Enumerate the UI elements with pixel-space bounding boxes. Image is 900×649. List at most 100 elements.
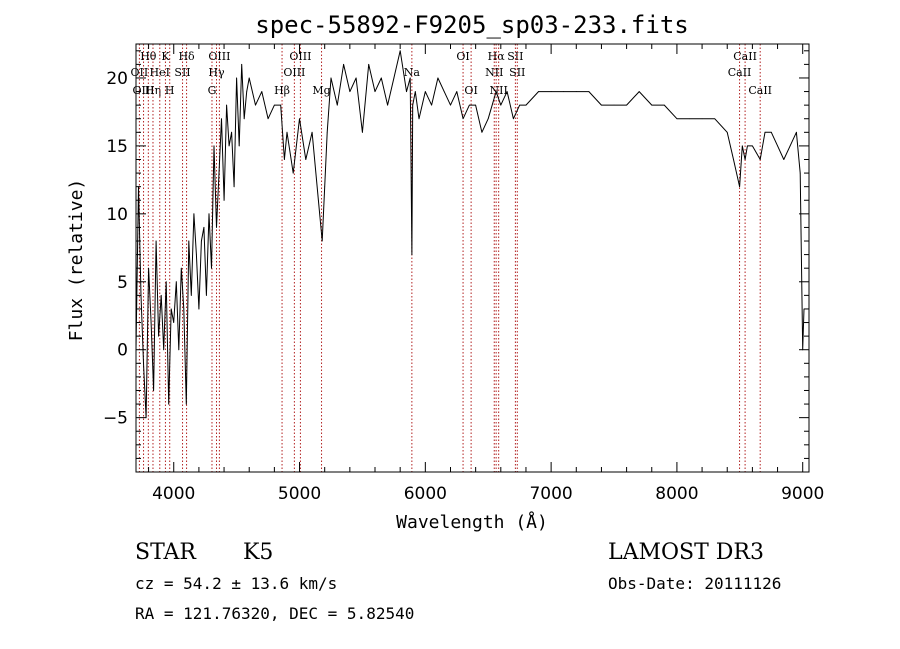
spectrum-point xyxy=(746,145,748,147)
spectrum-point xyxy=(324,186,326,188)
spectrum-point xyxy=(223,199,225,201)
x-tick-label: 7000 xyxy=(529,484,572,504)
y-axis-label: Flux (relative) xyxy=(66,179,87,342)
spectral-line-label: OI xyxy=(456,50,469,63)
y-tick-label: 15 xyxy=(106,137,128,157)
spectral-line-label: OIII xyxy=(133,84,155,97)
spectrum-point xyxy=(311,131,313,133)
spectrum-point xyxy=(726,131,728,133)
spectrum-point xyxy=(248,77,250,79)
spectrum-point xyxy=(153,390,155,391)
spectrum-point xyxy=(267,118,269,120)
spectrum-point xyxy=(588,91,590,92)
spectrum-point xyxy=(158,335,160,337)
spectrum-point xyxy=(575,91,577,92)
spectrum-point xyxy=(193,213,195,215)
spectral-line-label: SII xyxy=(509,66,525,79)
spectrum-point xyxy=(255,104,256,106)
spectrum-point xyxy=(424,91,426,92)
spectral-line-label: G xyxy=(208,84,217,97)
spectrum-point xyxy=(183,308,185,310)
spectrum-point xyxy=(701,118,703,120)
spectrum-point xyxy=(185,403,187,405)
spectrum-point xyxy=(456,91,458,92)
spectrum-point xyxy=(168,403,170,405)
y-tick-label: 10 xyxy=(106,205,128,225)
y-tick-label: 0 xyxy=(117,341,128,361)
spectrum-series xyxy=(135,50,805,419)
spectrum-point xyxy=(500,104,502,106)
spectrum-point xyxy=(443,91,445,92)
spectrum-point xyxy=(228,145,230,147)
spectrum-point xyxy=(525,104,527,106)
spectrum-point xyxy=(506,91,508,92)
spectrum-point xyxy=(512,118,514,120)
spectral-line-label: Na xyxy=(404,66,421,79)
x-tick-label: 8000 xyxy=(655,484,698,504)
spectral-line-label: CaII xyxy=(733,50,757,63)
spectrum-point xyxy=(393,77,395,79)
spectrum-point xyxy=(170,308,172,310)
spectrum-point xyxy=(418,118,420,120)
spectrum-point xyxy=(481,131,483,133)
spectrum-point xyxy=(412,104,414,106)
spectrum-point xyxy=(321,240,323,242)
spectrum-point xyxy=(764,131,766,133)
spectral-line-label: Hη xyxy=(145,84,161,97)
spectral-line-label: SII xyxy=(507,50,523,63)
y-tick-label: −5 xyxy=(103,409,128,429)
spectrum-point xyxy=(538,91,539,92)
spectrum-point xyxy=(739,186,740,188)
spectrum-point xyxy=(160,294,162,296)
spectral-line-label: SII xyxy=(174,66,190,79)
spectrum-point xyxy=(487,118,489,120)
spectrum-point xyxy=(550,91,552,92)
spectral-line-label: H xyxy=(165,84,175,97)
survey-name: LAMOST DR3 xyxy=(608,540,764,565)
spectrum-point xyxy=(601,104,602,106)
spectrum-point xyxy=(387,104,388,106)
spectrum-point xyxy=(318,199,319,201)
y-tick-label: 20 xyxy=(106,69,128,89)
spectrum-point xyxy=(180,267,182,269)
spectrum-point xyxy=(216,227,217,228)
spectrum-point xyxy=(613,104,615,106)
spectrum-point xyxy=(238,145,240,147)
spectral-line-label: Mg xyxy=(312,84,330,97)
spectrum-point xyxy=(190,294,192,296)
spectrum-point xyxy=(213,145,215,147)
spectrum-point xyxy=(286,131,288,133)
spectrum-point xyxy=(349,91,351,92)
spectrum-point xyxy=(563,91,565,92)
spectrum-point xyxy=(468,104,470,106)
spectrum-point xyxy=(770,131,772,133)
spectrum-point xyxy=(330,77,332,79)
spectrum-point xyxy=(326,131,328,133)
spectral-line-label: Hβ xyxy=(274,84,290,97)
spectrum-point xyxy=(475,104,477,106)
chart-title: spec-55892-F9205_sp03-233.fits xyxy=(255,11,688,39)
spectrum-point xyxy=(733,159,734,160)
spectrum-point xyxy=(414,91,416,92)
spectrum-point xyxy=(362,131,363,133)
spectrum-point xyxy=(450,104,451,106)
spectral-line-label: Hγ xyxy=(208,66,225,79)
spectrum-point xyxy=(206,294,207,296)
spectral-line-label: CaII xyxy=(748,84,772,97)
spectrum-point xyxy=(789,145,791,147)
spectrum-point xyxy=(355,77,357,79)
spectral-line-label: Hδ xyxy=(178,50,195,63)
spectrum-point xyxy=(208,213,210,215)
spectrum-point xyxy=(638,91,640,92)
spectrum-point xyxy=(368,63,370,65)
spectrum-point xyxy=(336,104,338,106)
spectral-line-label: OIII xyxy=(208,50,230,63)
x-tick-label: 6000 xyxy=(404,484,447,504)
spectrum-point xyxy=(226,104,227,106)
spectrum-point xyxy=(299,118,300,120)
spectral-line-label: OIII xyxy=(289,50,311,63)
spectrum-point xyxy=(431,104,433,106)
spectrum-line xyxy=(135,50,805,419)
spectrum-point xyxy=(744,159,746,160)
